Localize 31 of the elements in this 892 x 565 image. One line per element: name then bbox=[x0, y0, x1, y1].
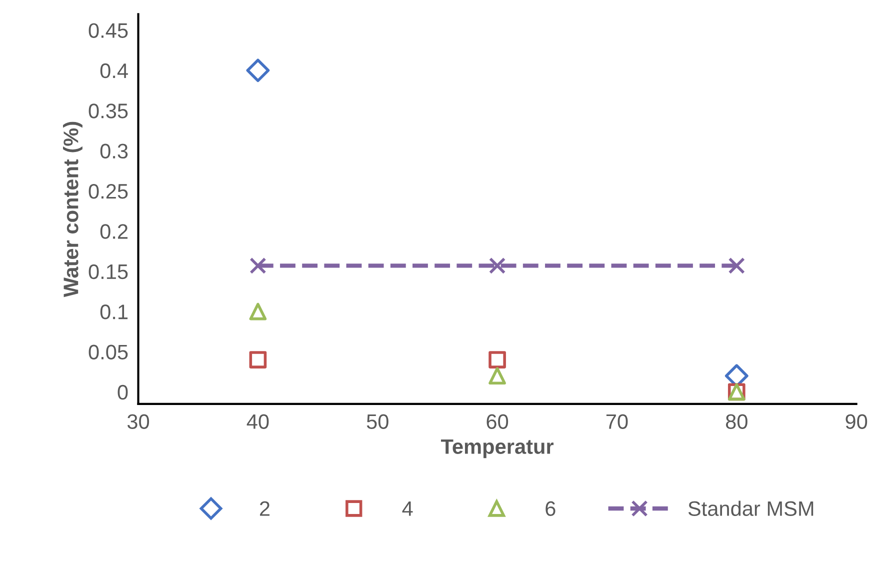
x-tick-label: 80 bbox=[726, 414, 748, 429]
point bbox=[249, 302, 267, 320]
point bbox=[250, 257, 266, 274]
legend-label: 2 bbox=[260, 501, 270, 516]
x-axis-title: Temperatur bbox=[440, 439, 554, 458]
x-tick-label: 50 bbox=[366, 414, 388, 429]
point bbox=[249, 351, 267, 368]
y-tick-label: 0.2 bbox=[100, 224, 128, 239]
x-tick-label: 70 bbox=[606, 414, 628, 429]
x-tick-label: 60 bbox=[486, 414, 508, 429]
point bbox=[246, 58, 270, 82]
legend-label: 6 bbox=[546, 501, 556, 516]
y-tick-label: 0.05 bbox=[88, 344, 128, 360]
legend-label: 4 bbox=[402, 501, 413, 516]
point bbox=[488, 367, 506, 385]
x-tick-label: 30 bbox=[127, 414, 150, 429]
y-tick-label: 0.1 bbox=[100, 304, 128, 320]
y-tick-label: 0 bbox=[118, 384, 128, 400]
point bbox=[728, 257, 745, 274]
y-tick-label: 0.3 bbox=[100, 144, 128, 159]
point bbox=[488, 351, 506, 368]
x-tick-label: 40 bbox=[246, 414, 269, 429]
x-tick-label: 90 bbox=[846, 414, 868, 429]
y-tick-label: 0.35 bbox=[88, 104, 128, 118]
y-tick-label: 0.45 bbox=[88, 23, 128, 38]
y-tick-label: 0.4 bbox=[100, 63, 128, 78]
y-tick-label: 0.15 bbox=[88, 264, 128, 280]
y-axis-title: Water content (%) bbox=[63, 122, 82, 298]
y-tick-label: 0.25 bbox=[88, 184, 128, 199]
point bbox=[488, 257, 506, 274]
legend-label: Standar MSM bbox=[688, 500, 814, 516]
